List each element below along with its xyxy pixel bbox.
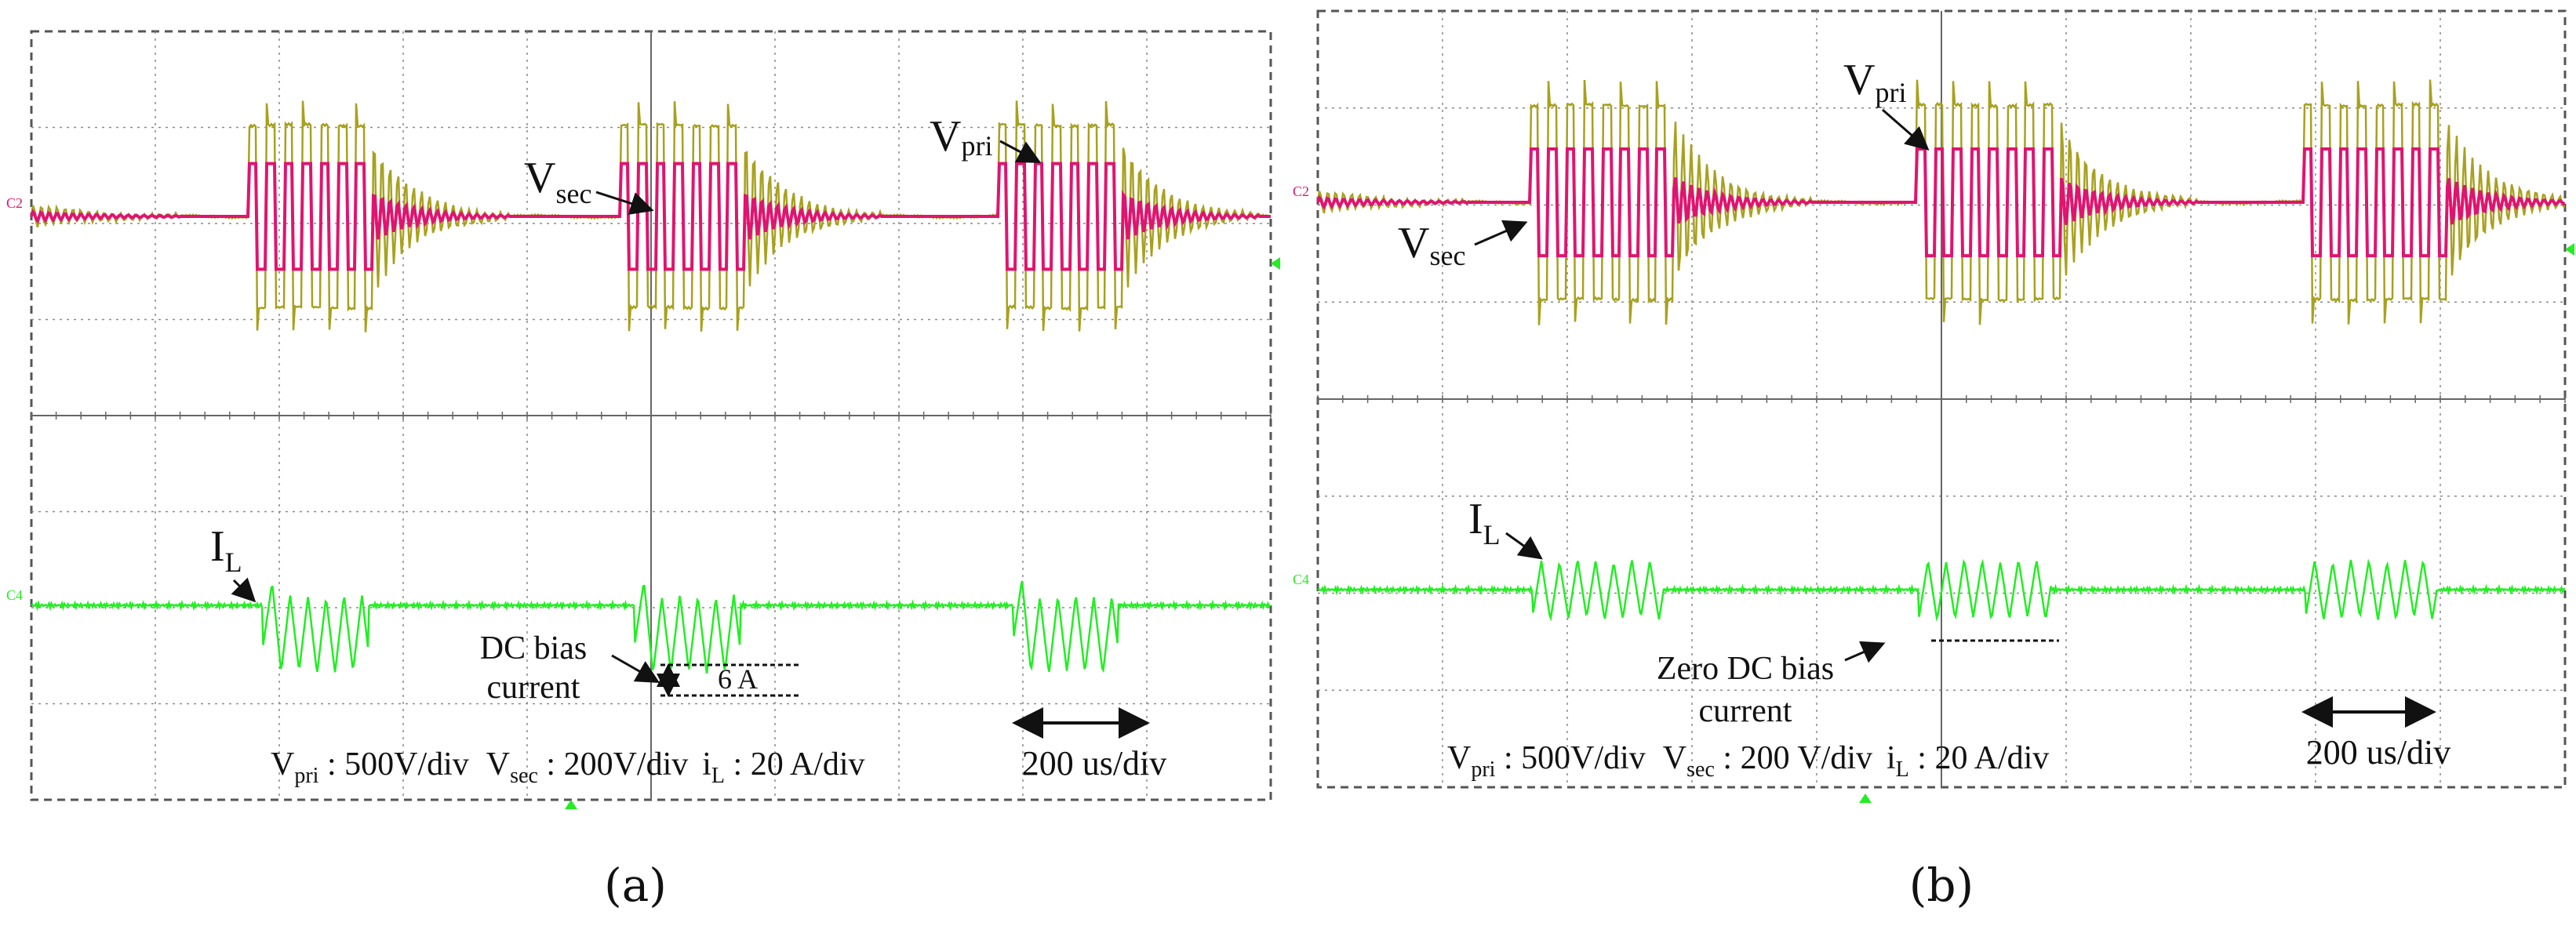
panel-a-channel-c2-label: C2 xyxy=(6,195,23,211)
svg-text:Vpri: Vpri xyxy=(930,112,992,162)
panel-b-timebase-annotation: 200 us/div xyxy=(2301,696,2451,772)
svg-text:200 us/div: 200 us/div xyxy=(2306,733,2451,772)
vsec-trace xyxy=(1316,147,2566,258)
panel-b-scale-legend: Vpri : 500V/div Vsec : 200 V/div iL : 20 A… xyxy=(1447,740,2049,782)
panel-b-trigger-level-marker xyxy=(2565,243,2574,256)
panel-a-il-annotation: IL xyxy=(210,522,257,603)
svg-text:current: current xyxy=(487,670,580,706)
panel-b-trigger-position-marker xyxy=(1859,794,1872,803)
svg-text:200 us/div: 200 us/div xyxy=(1022,744,1167,783)
panel-b-scope: C2 C4 Vpri Vsec IL Zero DC bias current xyxy=(1293,9,2574,803)
panel-b-channel-c2-label: C2 xyxy=(1293,183,1309,199)
panel-a-scope: C2 C4 Vsec Vpri IL DC bias current xyxy=(6,30,1280,809)
panel-a-caption: (a) xyxy=(604,859,667,912)
panel-b-zero-dc-annotation: Zero DC bias current xyxy=(1657,639,2059,729)
panel-b-caption: (b) xyxy=(1908,859,1974,912)
panel-a-scale-legend: Vpri : 500V/div Vsec : 200V/div iL : 20 A/… xyxy=(271,746,865,788)
panel-b-vsec-annotation: Vsec xyxy=(1398,219,1528,271)
svg-text:IL: IL xyxy=(210,522,242,578)
il-trace xyxy=(31,580,1272,674)
svg-text:Zero DC bias: Zero DC bias xyxy=(1657,651,1834,687)
svg-text:DC bias: DC bias xyxy=(480,630,588,666)
panel-a-dc-bias-annotation: DC bias current 6 A xyxy=(480,630,800,706)
panel-b-channel-c4-label: C4 xyxy=(1293,572,1309,587)
svg-text:current: current xyxy=(1699,693,1792,729)
il-trace xyxy=(1317,558,2566,622)
svg-text:Vsec: Vsec xyxy=(1398,219,1465,271)
panel-a-channel-c4-label: C4 xyxy=(6,587,23,603)
panel-a-trigger-level-marker xyxy=(1271,257,1280,270)
panel-b-traces xyxy=(1316,79,2566,622)
panel-a-vsec-annotation: Vsec xyxy=(524,154,654,215)
vsec-trace xyxy=(30,162,1271,271)
svg-text:Vsec: Vsec xyxy=(524,154,591,209)
panel-a-vpri-annotation: Vpri xyxy=(930,112,1042,163)
panel-a-trigger-position-marker xyxy=(565,800,577,809)
panel-a-traces xyxy=(30,100,1272,674)
svg-text:IL: IL xyxy=(1468,495,1501,550)
panel-b-vpri-annotation: Vpri xyxy=(1843,56,1930,151)
panel-a-timebase-annotation: 200 us/div xyxy=(1012,707,1167,783)
svg-text:Vpri: Vpri xyxy=(1843,56,1906,108)
panel-b-il-annotation: IL xyxy=(1468,495,1543,560)
panel-a-six-amp-label: 6 A xyxy=(718,663,758,695)
